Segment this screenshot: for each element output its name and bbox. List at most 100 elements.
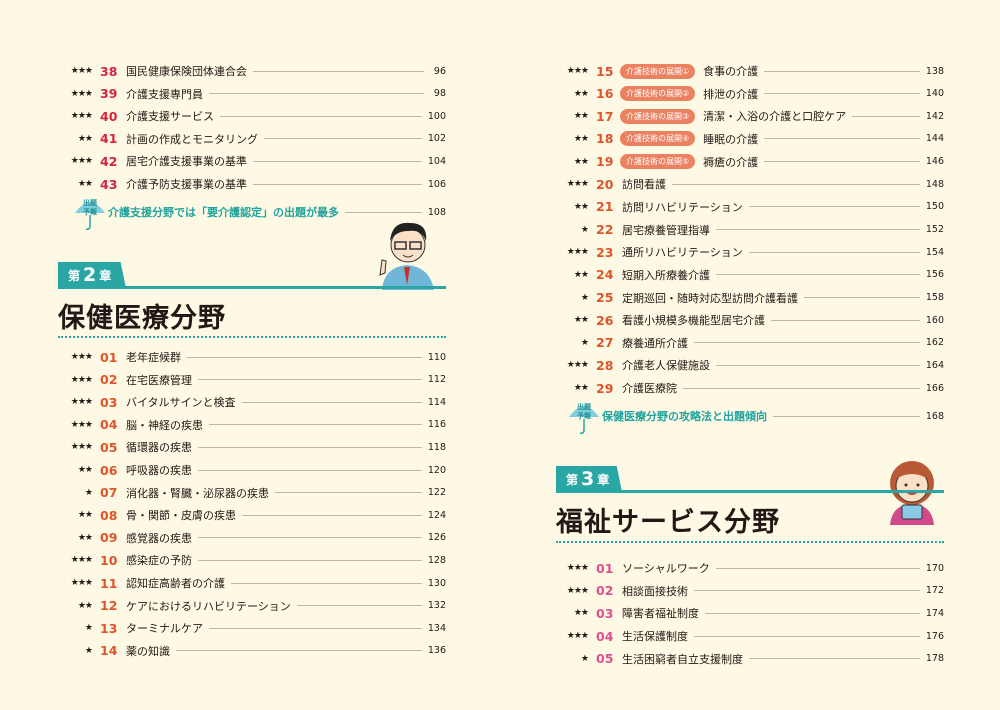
page-number: 174	[925, 607, 944, 619]
importance-stars: ★★★	[70, 578, 93, 588]
leader-line	[715, 567, 920, 569]
toc-item[interactable]: ★★★ 02 在宅医療管理 112	[54, 370, 446, 390]
importance-stars: ★★★	[566, 631, 589, 642]
importance-stars: ★★★	[70, 66, 93, 76]
toc-item[interactable]: ★★ 26 看護小規模多機能型居宅介護 160	[550, 310, 944, 330]
toc-item[interactable]: ★★ 41 計画の作成とモニタリング 102	[54, 129, 446, 149]
page-number: 102	[427, 133, 446, 145]
toc-item[interactable]: ★★★ 04 生活保護制度 176	[550, 626, 944, 646]
item-title: 脳・神経の疾患	[126, 418, 203, 432]
toc-item[interactable]: ★★★ 02 相談面接技術 172	[550, 581, 944, 601]
toc-item[interactable]: ★ 14 薬の知識 136	[54, 641, 446, 661]
chapter-label: 第	[566, 472, 579, 487]
importance-stars: ★★★	[566, 179, 589, 190]
page-number: 96	[433, 65, 446, 77]
toc-item[interactable]: ★★ 19 介護技術の展開⑤ 褥瘡の介護 146	[550, 152, 944, 172]
page-number: 164	[925, 359, 944, 371]
toc-item[interactable]: ★★ 03 障害者福祉制度 174	[550, 603, 944, 623]
importance-stars: ★★	[77, 179, 93, 189]
chapter-number: 2	[83, 264, 97, 286]
toc-item[interactable]: ★★ 21 訪問リハビリテーション 150	[550, 197, 944, 217]
leader-line	[716, 364, 920, 366]
toc-item[interactable]: ★★ 12 ケアにおけるリハビリテーション 132	[54, 596, 446, 616]
item-number: 15	[596, 63, 614, 79]
item-title: 老年症候群	[126, 351, 181, 364]
leader-line	[694, 635, 920, 637]
item-number: 28	[596, 357, 614, 373]
chapter3-title: 福祉サービス分野	[556, 507, 780, 538]
toc-item[interactable]: ★★★ 38 国民健康保険団体連合会 96	[54, 61, 446, 81]
page-number: 136	[427, 645, 446, 657]
toc-item[interactable]: ★ 13 ターミナルケア 134	[54, 618, 446, 638]
page-number: 150	[925, 201, 944, 213]
item-number: 14	[100, 643, 118, 659]
item-title: 骨・関節・皮膚の疾患	[126, 509, 236, 523]
importance-stars: ★★	[573, 156, 589, 167]
importance-stars: ★★★	[566, 247, 589, 258]
toc-item[interactable]: ★ 05 生活困窮者自立支援制度 178	[550, 649, 944, 669]
page-number: 172	[925, 585, 944, 597]
chapter-rule	[58, 286, 446, 289]
toc-item[interactable]: ★★ 16 介護技術の展開② 排泄の介護 140	[550, 84, 944, 104]
page-number: 170	[925, 562, 944, 574]
toc-item[interactable]: ★★★ 01 老年症候群 110	[54, 347, 446, 367]
toc-item[interactable]: ★★★ 40 介護支援サービス 100	[54, 106, 446, 126]
item-title: 通所リハビリテーション	[622, 246, 743, 260]
item-title: 感染症の予防	[126, 554, 192, 568]
toc-tip-row[interactable]: 出題予報 介護支援分野では「要介護認定」の出題が最多 108	[74, 199, 446, 230]
item-number: 38	[100, 63, 118, 79]
page-number: 140	[925, 88, 944, 100]
leader-line	[198, 379, 422, 381]
leader-line	[716, 274, 920, 276]
toc-item[interactable]: ★★★ 23 通所リハビリテーション 154	[550, 242, 944, 262]
toc-item[interactable]: ★ 22 居宅療養管理指導 152	[550, 220, 944, 240]
item-number: 03	[100, 394, 118, 410]
toc-item[interactable]: ★★ 06 呼吸器の疾患 120	[54, 460, 446, 480]
toc-item[interactable]: ★★★ 11 認知症高齢者の介護 130	[54, 573, 446, 593]
toc-item[interactable]: ★★★ 04 脳・神経の疾患 116	[54, 415, 446, 435]
toc-item[interactable]: ★ 25 定期巡回・随時対応型訪問介護看護 158	[550, 288, 944, 308]
toc-item[interactable]: ★★★ 28 介護老人保健施設 164	[550, 355, 944, 375]
page-number: 176	[925, 630, 944, 642]
page-number: 160	[925, 314, 944, 326]
toc-item[interactable]: ★★★ 39 介護支援専門員 98	[54, 84, 446, 104]
item-number: 10	[100, 552, 118, 568]
leader-line	[683, 387, 920, 389]
toc-item[interactable]: ★★ 29 介護医療院 166	[550, 378, 944, 398]
toc-item[interactable]: ★ 27 療養通所介護 162	[550, 333, 944, 353]
leader-line	[253, 183, 422, 185]
toc-item[interactable]: ★★★ 20 訪問看護 148	[550, 174, 944, 194]
toc-item[interactable]: ★★ 08 骨・関節・皮膚の疾患 124	[54, 505, 446, 525]
toc-item[interactable]: ★★★ 03 バイタルサインと検査 114	[54, 392, 446, 412]
toc-item[interactable]: ★★ 24 短期入所療養介護 156	[550, 265, 944, 285]
item-title: 訪問リハビリテーション	[622, 200, 743, 214]
toc-item[interactable]: ★★ 18 介護技術の展開④ 睡眠の介護 144	[550, 129, 944, 149]
page-number: 98	[433, 88, 446, 100]
toc-item[interactable]: ★★★ 01 ソーシャルワーク 170	[550, 558, 944, 578]
toc-item[interactable]: ★★★ 15 介護技術の展開① 食事の介護 138	[550, 61, 944, 81]
item-title: 在宅医療管理	[126, 373, 192, 387]
item-title: 薬の知識	[126, 644, 170, 658]
importance-stars: ★★	[77, 465, 93, 475]
leader-line	[220, 115, 422, 117]
leader-line	[804, 297, 920, 298]
toc-tip-row[interactable]: 出題予報 保健医療分野の攻略法と出題傾向 168	[568, 403, 944, 434]
toc-item[interactable]: ★★★ 42 居宅介護支援事業の基準 104	[54, 151, 446, 171]
right-page: ★★★ 15 介護技術の展開① 食事の介護 138 ★★ 16 介護技術の展開② 排泄の介護 14…	[500, 0, 1000, 710]
dotted-divider	[556, 541, 944, 543]
page-number: 112	[427, 374, 446, 386]
toc-item[interactable]: ★★ 17 介護技術の展開③ 清潔・入浴の介護と口腔ケア 142	[550, 106, 944, 126]
leader-line	[748, 206, 920, 208]
toc-item[interactable]: ★★★ 05 循環器の疾患 118	[54, 437, 446, 457]
page-number: 120	[427, 464, 446, 476]
item-title: 清潔・入浴の介護と口腔ケア	[703, 110, 847, 124]
toc-item[interactable]: ★★ 09 感覚器の疾患 126	[54, 528, 446, 548]
toc-item[interactable]: ★★★ 10 感染症の予防 128	[54, 550, 446, 570]
page-number: 116	[427, 419, 446, 431]
item-number: 16	[596, 86, 614, 102]
item-title: 障害者福祉制度	[622, 607, 699, 621]
leader-line	[852, 115, 920, 117]
page-number: 148	[925, 178, 944, 190]
toc-item[interactable]: ★★ 43 介護予防支援事業の基準 106	[54, 174, 446, 194]
toc-item[interactable]: ★ 07 消化器・腎臓・泌尿器の疾患 122	[54, 483, 446, 503]
